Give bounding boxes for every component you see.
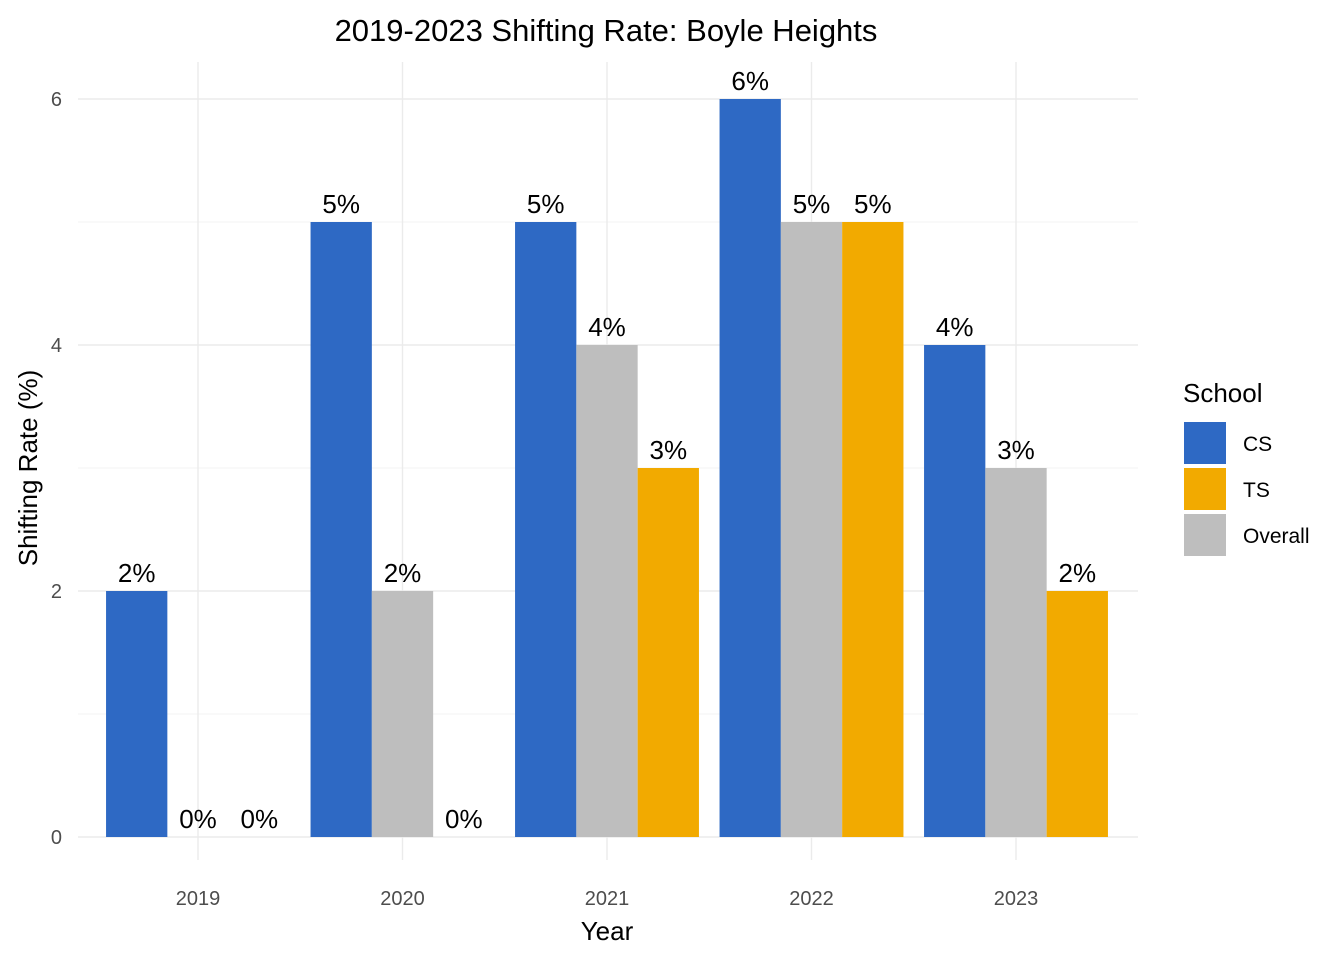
bar-cs-2023: [924, 345, 986, 837]
data-label-overall-2021: 4%: [588, 312, 626, 342]
legend-label-overall: Overall: [1243, 525, 1310, 548]
data-label-cs-2022: 6%: [731, 66, 769, 96]
x-tick-label: 2020: [380, 888, 425, 910]
bar-ts-2022: [842, 222, 904, 837]
legend-label-cs: CS: [1243, 433, 1272, 456]
legend-title: School: [1183, 378, 1263, 408]
bars-layer: [106, 99, 1108, 837]
data-label-overall-2022: 5%: [793, 189, 831, 219]
data-label-ts-2023: 2%: [1059, 558, 1097, 588]
data-labels-layer: 2% 0% 0% 5% 2% 0% 5% 4% 3% 6% 5% 5% 4% 3% 2%: [118, 66, 1096, 834]
data-label-ts-2019: 0%: [241, 804, 279, 834]
bar-ts-2023: [1046, 591, 1108, 837]
bar-cs-2019: [106, 591, 168, 837]
chart-title: 2019-2023 Shifting Rate: Boyle Heights: [335, 13, 878, 48]
bar-overall-2021: [576, 345, 638, 837]
y-axis-title: Shifting Rate (%): [13, 370, 43, 567]
legend-key-ts: [1184, 468, 1226, 510]
data-label-overall-2023: 3%: [997, 435, 1035, 465]
y-tick-label: 0: [51, 827, 62, 849]
legend-key-cs: [1184, 422, 1226, 464]
legend-label-ts: TS: [1243, 479, 1270, 502]
y-axis-ticks: 0 2 4 6: [51, 89, 62, 849]
bar-cs-2021: [515, 222, 577, 837]
x-tick-label: 2023: [994, 888, 1039, 910]
bar-overall-2023: [985, 468, 1047, 837]
legend: School CS TS Overall: [1183, 378, 1310, 556]
data-label-ts-2020: 0%: [445, 804, 483, 834]
data-label-overall-2019: 0%: [179, 804, 217, 834]
x-tick-label: 2021: [585, 888, 630, 910]
data-label-cs-2019: 2%: [118, 558, 156, 588]
data-label-cs-2021: 5%: [527, 189, 565, 219]
x-tick-label: 2022: [789, 888, 834, 910]
y-tick-label: 2: [51, 581, 62, 603]
x-axis-ticks: 2019 2020 2021 2022 2023: [176, 888, 1039, 910]
legend-key-overall: [1184, 514, 1226, 556]
data-label-overall-2020: 2%: [384, 558, 422, 588]
bar-overall-2020: [371, 591, 434, 837]
data-label-cs-2020: 5%: [322, 189, 360, 219]
y-tick-label: 4: [51, 335, 62, 357]
bar-cs-2022: [719, 99, 781, 837]
data-label-ts-2022: 5%: [854, 189, 892, 219]
x-axis-title: Year: [581, 916, 634, 946]
bar-ts-2021: [637, 468, 699, 837]
bar-cs-2020: [310, 222, 372, 837]
data-label-cs-2023: 4%: [936, 312, 974, 342]
x-tick-label: 2019: [176, 888, 221, 910]
bar-overall-2022: [780, 222, 843, 837]
data-label-ts-2021: 3%: [650, 435, 688, 465]
y-tick-label: 6: [51, 89, 62, 111]
